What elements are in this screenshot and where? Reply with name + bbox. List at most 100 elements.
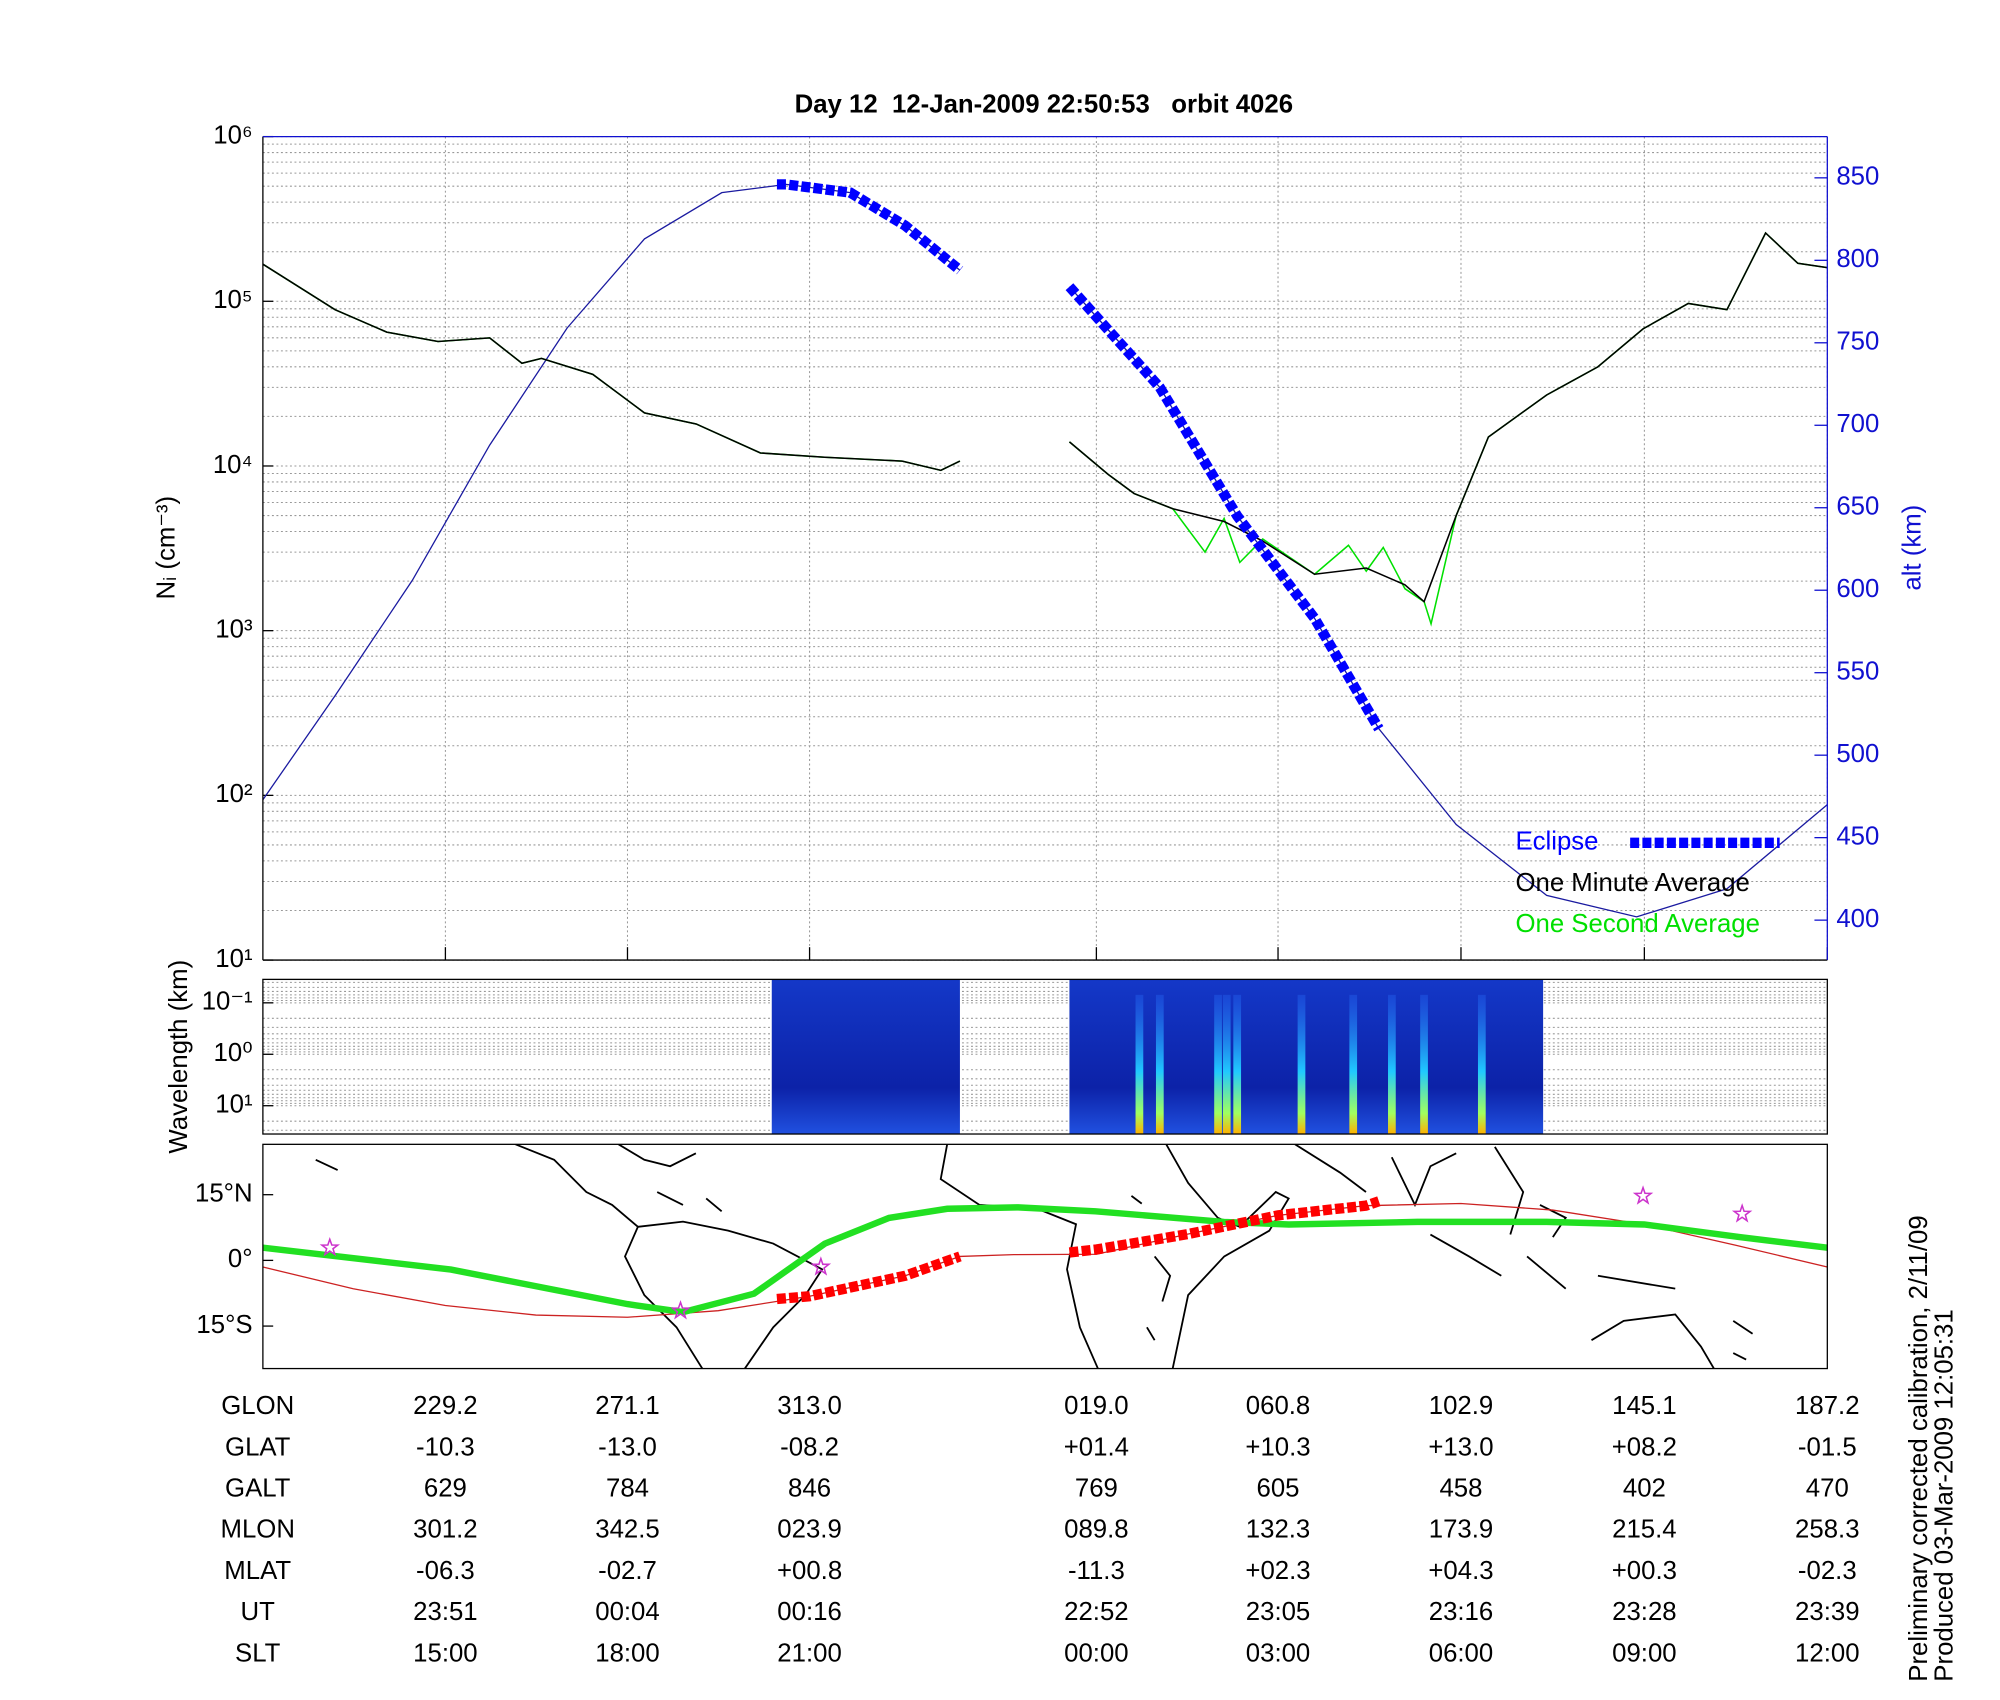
y2-tick-label: 500 [1836, 740, 1879, 768]
table-cell: +04.3 [1428, 1557, 1493, 1585]
station-star [1731, 1203, 1753, 1223]
table-cell: +02.3 [1245, 1557, 1310, 1585]
series-line [262, 231, 1828, 603]
y2-tick-label: 750 [1836, 328, 1879, 356]
table-cell: 132.3 [1246, 1516, 1310, 1544]
spectral-burst [1222, 994, 1231, 1135]
table-cell: -11.3 [1068, 1557, 1125, 1585]
table-cell: +08.2 [1612, 1433, 1677, 1461]
table-cell: 15:00 [413, 1639, 477, 1667]
table-cell: +00.3 [1612, 1557, 1677, 1585]
table-cell: 18:00 [595, 1639, 659, 1667]
spectral-burst [1233, 994, 1242, 1135]
y-tick-label: 10² [215, 780, 253, 808]
table-row-label: GLAT [225, 1433, 291, 1461]
spectral-burst [1214, 994, 1222, 1135]
spectral-burst [1155, 994, 1164, 1135]
station-star [670, 1299, 691, 1320]
table-cell: 12:00 [1795, 1639, 1859, 1667]
station-star [1632, 1185, 1654, 1205]
table-cell: 060.8 [1246, 1392, 1310, 1420]
y2-tick-label: 800 [1836, 245, 1879, 273]
legend-label: One Minute Average [1515, 869, 1749, 897]
table-cell: -02.3 [1798, 1557, 1857, 1585]
table-cell: 00:16 [777, 1598, 841, 1626]
legend-label: One Second Average [1515, 910, 1759, 938]
table-row-label: MLAT [224, 1557, 291, 1585]
table-row-label: GALT [225, 1475, 291, 1503]
y2-tick-label: 400 [1836, 905, 1879, 933]
table-cell: 09:00 [1612, 1639, 1676, 1667]
spectral-burst [1135, 994, 1144, 1135]
y2-tick-label: 850 [1836, 163, 1879, 191]
table-cell: 00:00 [1064, 1639, 1128, 1667]
table-cell: 03:00 [1246, 1639, 1310, 1667]
y-axis-label: Nᵢ (cm⁻³) [152, 496, 180, 600]
table-cell: 00:04 [595, 1598, 659, 1626]
table-cell: -06.3 [416, 1557, 475, 1585]
table-cell: 23:16 [1429, 1598, 1493, 1626]
table-cell: +00.8 [777, 1557, 842, 1585]
table-row-label: GLON [221, 1392, 294, 1420]
table-row-label: MLON [221, 1516, 295, 1544]
table-cell: 313.0 [777, 1392, 841, 1420]
table-row-label: SLT [235, 1639, 281, 1667]
table-cell: 019.0 [1064, 1392, 1128, 1420]
table-cell: 23:05 [1246, 1598, 1310, 1626]
y-tick-label: 10⁴ [213, 451, 253, 479]
table-cell: -01.5 [1798, 1433, 1857, 1461]
y-tick-label: 10³ [215, 615, 253, 643]
spectrogram-block [771, 979, 960, 1135]
table-cell: 769 [1075, 1475, 1118, 1503]
table-cell: 846 [788, 1475, 831, 1503]
table-cell: -10.3 [416, 1433, 475, 1461]
table-cell: 301.2 [413, 1516, 477, 1544]
note: Produced 03-Mar-2009 12:05:31 [1931, 1309, 1959, 1681]
y-tick-label: 0° [228, 1245, 253, 1273]
table-cell: 271.1 [595, 1392, 659, 1420]
y-tick-label: 10⁰ [214, 1039, 253, 1067]
y2-tick-label: 700 [1836, 410, 1879, 438]
table-cell: 229.2 [413, 1392, 477, 1420]
table-cell: 258.3 [1795, 1516, 1859, 1544]
table-cell: 06:00 [1429, 1639, 1493, 1667]
spectrogram-block [1069, 979, 1544, 1135]
track-line [776, 1196, 1381, 1305]
table-cell: -08.2 [780, 1433, 839, 1461]
spectral-burst [1349, 994, 1358, 1135]
table-cell: 342.5 [595, 1516, 659, 1544]
spectral-burst [1477, 994, 1486, 1135]
table-cell: 187.2 [1795, 1392, 1859, 1420]
y2-tick-label: 600 [1836, 575, 1879, 603]
station-star [319, 1236, 340, 1257]
coastlines [315, 1144, 1754, 1369]
y-tick-label: 10⁻¹ [202, 988, 253, 1016]
table-cell: +01.4 [1064, 1433, 1129, 1461]
station-star [810, 1256, 832, 1276]
spectral-burst [1388, 994, 1396, 1135]
frame [262, 978, 1828, 1135]
table-cell: 784 [606, 1475, 649, 1503]
table-cell: 21:00 [777, 1639, 841, 1667]
track-line [262, 1204, 1828, 1316]
table-cell: 402 [1623, 1475, 1666, 1503]
series-line [776, 179, 1384, 732]
table-cell: 23:39 [1795, 1598, 1859, 1626]
table-cell: 173.9 [1429, 1516, 1493, 1544]
table-cell: 145.1 [1612, 1392, 1676, 1420]
track-line [262, 1202, 1828, 1318]
table-cell: 470 [1806, 1475, 1849, 1503]
y2-tick-label: 650 [1836, 493, 1879, 521]
spectral-burst [1297, 994, 1306, 1135]
table-cell: 102.9 [1429, 1392, 1493, 1420]
legend-label: Eclipse [1515, 828, 1598, 856]
y-tick-label: 10¹ [215, 1091, 253, 1119]
note: Preliminary corrected calibration, 2/11/… [1905, 1215, 1933, 1681]
y-tick-label: 10⁶ [213, 121, 252, 149]
y-tick-label: 15°N [195, 1180, 253, 1208]
table-cell: 089.8 [1064, 1516, 1128, 1544]
table-cell: -13.0 [598, 1433, 657, 1461]
table-cell: 023.9 [777, 1516, 841, 1544]
table-cell: 605 [1257, 1475, 1300, 1503]
